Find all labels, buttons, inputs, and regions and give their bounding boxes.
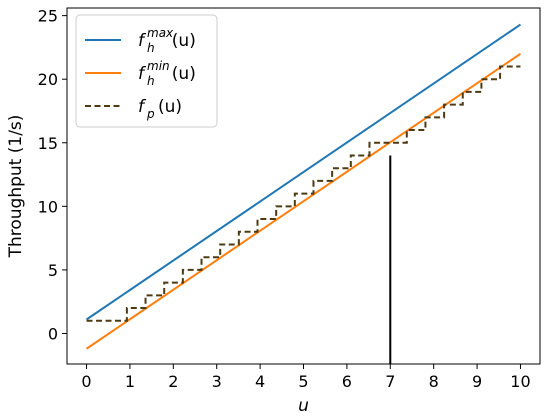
- y-tick-label: 15: [38, 134, 58, 153]
- y-axis-label: Throughput (1/s): [6, 115, 26, 259]
- legend: f max h (u) f min h (u) f p (u): [75, 14, 218, 128]
- legend-label-fh_min: f min h (u): [138, 59, 196, 88]
- y-tick-label: 25: [38, 7, 58, 26]
- x-tick-label: 10: [510, 372, 530, 391]
- x-tick-label: 3: [212, 372, 222, 391]
- y-tick-label: 5: [48, 261, 58, 280]
- x-tick-label: 9: [472, 372, 482, 391]
- legend-label-fp: f p (u): [138, 97, 182, 121]
- series-line-fh_max: [85, 23, 522, 321]
- y-tick-label: 0: [48, 324, 58, 343]
- x-tick-label: 4: [255, 372, 265, 391]
- y-axis-ticks: 0 5 10 15 20 25: [38, 7, 67, 343]
- x-tick-label: 1: [125, 372, 135, 391]
- x-tick-label: 0: [81, 372, 91, 391]
- legend-box: [75, 14, 218, 128]
- x-axis-label: u: [298, 396, 309, 416]
- x-tick-label: 2: [168, 372, 178, 391]
- legend-label-fh_max: f max h (u): [138, 26, 196, 55]
- x-axis-ticks: 0 1 2 3 4 5 6 7 8 9 10: [81, 364, 531, 391]
- series-line-fp: [86, 65, 521, 322]
- series-line-fh_min: [85, 52, 522, 350]
- x-tick-label: 8: [429, 372, 439, 391]
- x-tick-label: 7: [385, 372, 395, 391]
- x-tick-label: 5: [298, 372, 308, 391]
- plot-content: [85, 23, 522, 364]
- x-tick-label: 6: [342, 372, 352, 391]
- y-tick-label: 20: [38, 70, 58, 89]
- y-tick-label: 10: [38, 197, 58, 216]
